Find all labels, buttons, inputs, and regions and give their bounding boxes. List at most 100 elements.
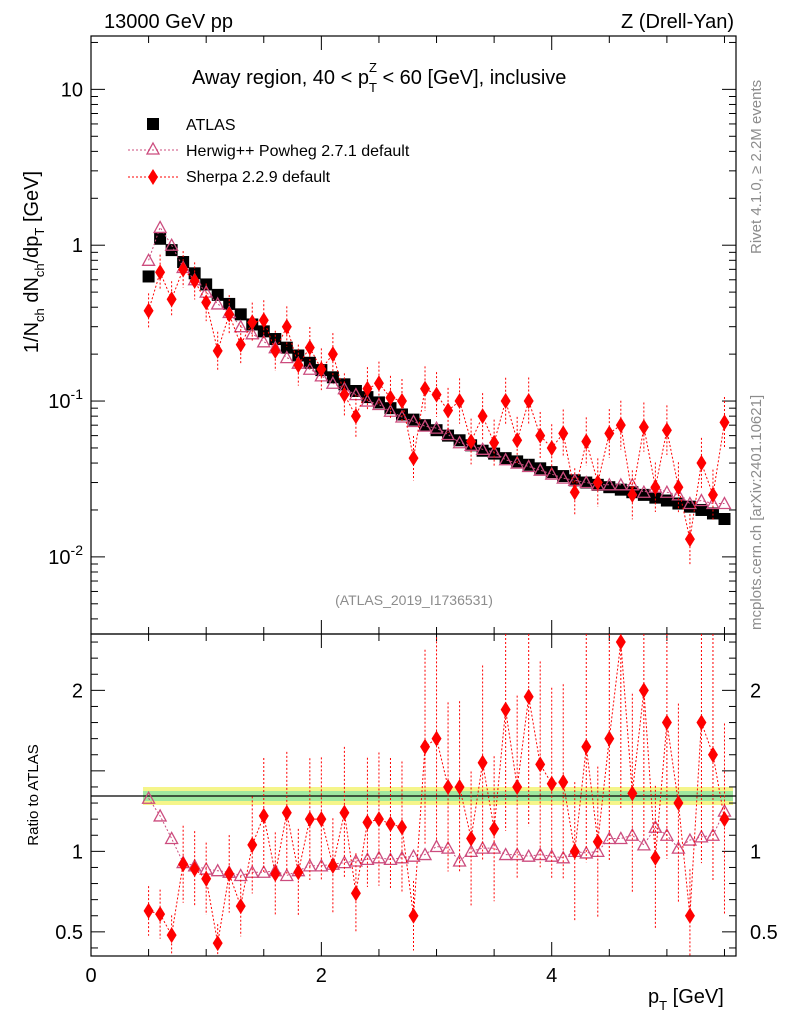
herwig-point xyxy=(475,441,490,455)
sherpa-point xyxy=(281,318,292,335)
sherpa-point xyxy=(500,393,511,410)
ratio-sherpa-point xyxy=(270,865,281,882)
ratio-sherpa-point xyxy=(373,811,384,828)
sherpa-point xyxy=(638,419,649,436)
ratio-sherpa-point xyxy=(512,778,523,795)
ratio-line-0 xyxy=(148,797,725,877)
ratio-herwig-point xyxy=(429,839,444,853)
sherpa-point xyxy=(373,375,384,392)
ratio-sherpa-point xyxy=(293,864,304,881)
ratio-sherpa-point xyxy=(707,746,718,763)
sherpa-point xyxy=(627,486,638,503)
sherpa-point xyxy=(719,414,730,431)
herwig-point xyxy=(694,493,709,507)
legend-sherpa-marker xyxy=(148,169,158,185)
sherpa-point xyxy=(247,314,258,331)
title-post: < 60 [GeV], inclusive xyxy=(377,67,567,89)
sherpa-point xyxy=(512,432,523,449)
atlas-point xyxy=(557,470,570,483)
ratio-herwig-point xyxy=(210,863,225,877)
ratio-sherpa-point xyxy=(638,682,649,699)
sherpa-point xyxy=(316,361,327,378)
sherpa-point xyxy=(420,380,431,397)
legend-herwig-label: Herwig++ Powheg 2.7.1 default xyxy=(186,143,410,160)
herwig-point xyxy=(533,462,548,476)
atlas-point xyxy=(234,308,247,321)
ratio-panel-frame xyxy=(90,633,737,957)
ratio-sherpa-point xyxy=(235,898,246,915)
chart-title: Away region, 40 < pTZ < 60 [GeV], inclus… xyxy=(192,60,566,95)
atlas-point xyxy=(718,513,731,526)
sherpa-point xyxy=(258,312,269,329)
atlas-point xyxy=(211,288,224,301)
ratio-tick-label-left: 1 xyxy=(72,841,83,863)
mcplots-label: mcplots.cern.ch [arXiv:2401.10621] xyxy=(748,395,765,630)
sherpa-point xyxy=(212,342,223,359)
ratio-sherpa-point xyxy=(604,730,615,747)
y-tick-label: 10 xyxy=(61,79,83,101)
x-tick-label: 2 xyxy=(316,965,327,987)
herwig-point xyxy=(579,475,594,489)
herwig-point xyxy=(556,470,571,484)
ratio-sherpa-point xyxy=(558,774,569,791)
ratio-herwig-point xyxy=(383,852,398,866)
legend-atlas-label: ATLAS xyxy=(186,117,236,134)
ratio-sherpa-point xyxy=(592,833,603,850)
ratio-sherpa-point xyxy=(661,714,672,731)
sherpa-point xyxy=(477,408,488,425)
sherpa-point xyxy=(592,474,603,491)
ratio-sherpa-point xyxy=(350,885,361,902)
ratio-sherpa-point xyxy=(281,804,292,821)
ratio-line-1 xyxy=(148,642,725,944)
ratio-herwig-point xyxy=(705,827,721,841)
herwig-point xyxy=(682,496,698,510)
atlas-point xyxy=(442,429,455,442)
series-line-1 xyxy=(148,226,725,505)
ratio-sherpa-point xyxy=(569,843,580,860)
herwig-point xyxy=(636,484,651,498)
ratio-herwig-point xyxy=(613,831,628,845)
legend-herwig-marker xyxy=(145,141,161,155)
herwig-point xyxy=(210,296,225,310)
herwig-point xyxy=(325,375,340,389)
ratio-herwig-point xyxy=(510,847,525,861)
ratio-sherpa-point xyxy=(696,714,707,731)
sherpa-point xyxy=(350,408,361,425)
x-tick-label: 0 xyxy=(85,965,96,987)
ratio-herwig-point xyxy=(556,850,571,864)
herwig-point xyxy=(521,459,536,473)
ratio-herwig-point xyxy=(521,848,536,862)
ratio-sherpa-point xyxy=(500,701,511,718)
ratio-y-axis-label: Ratio to ATLAS xyxy=(25,744,42,845)
ratio-herwig-point xyxy=(256,864,271,878)
sherpa-point xyxy=(327,346,338,363)
ratio-herwig-point xyxy=(498,847,513,861)
sherpa-point xyxy=(684,531,695,548)
ratio-herwig-point xyxy=(487,840,502,854)
sherpa-point xyxy=(270,342,281,359)
marks-group xyxy=(141,220,732,956)
sherpa-point xyxy=(362,380,373,397)
herwig-point xyxy=(440,427,456,441)
sherpa-point xyxy=(143,302,154,319)
sherpa-point xyxy=(443,402,454,419)
atlas-point xyxy=(649,491,662,504)
herwig-point xyxy=(717,496,732,510)
ratio-sherpa-point xyxy=(431,730,442,747)
sherpa-point xyxy=(304,339,315,356)
ratio-herwig-point xyxy=(636,837,651,851)
atlas-point xyxy=(154,232,167,245)
y-tick-label: 10-1 xyxy=(48,386,83,413)
process-label: Z (Drell-Yan) xyxy=(621,11,734,33)
sherpa-point xyxy=(408,450,419,467)
sherpa-point xyxy=(546,439,557,456)
sherpa-point xyxy=(466,433,477,450)
ratio-tick-label-left: 0.5 xyxy=(55,922,83,944)
y-tick-exponent: -2 xyxy=(71,542,84,558)
ratio-sherpa-point xyxy=(327,857,338,874)
title-sup: Z xyxy=(369,60,377,75)
atlas-point xyxy=(142,270,155,283)
ratio-sherpa-point xyxy=(396,819,407,836)
y-axis-label: 1/Nch dNch/dpT [GeV] xyxy=(21,171,47,353)
